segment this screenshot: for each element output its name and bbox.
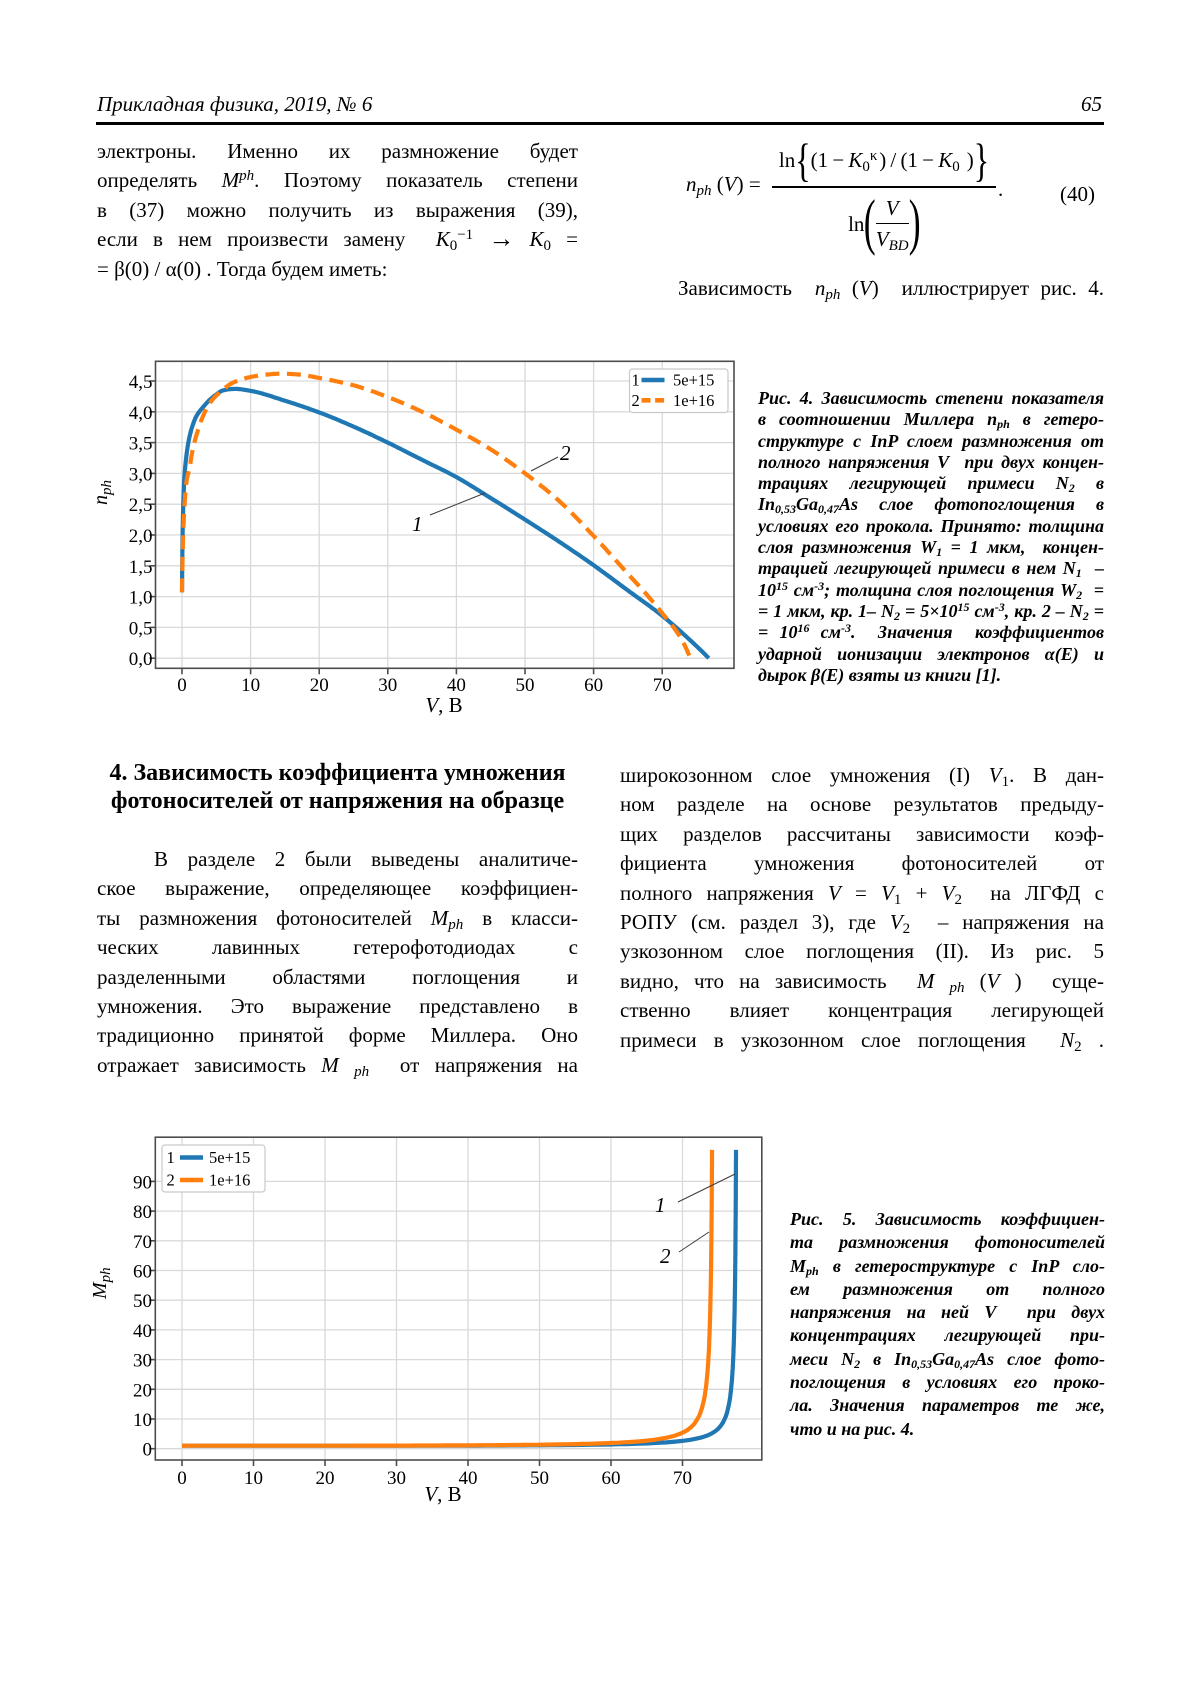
svg-text:1: 1 <box>655 1193 666 1217</box>
svg-text:1,0: 1,0 <box>129 588 153 609</box>
svg-text:Mph: Mph <box>90 1267 114 1300</box>
svg-text:40: 40 <box>459 1468 478 1489</box>
svg-text:2: 2 <box>660 1244 671 1268</box>
svg-text:30: 30 <box>387 1468 406 1489</box>
svg-text:2,0: 2,0 <box>129 526 153 547</box>
svg-text:70: 70 <box>673 1468 692 1489</box>
svg-text:50: 50 <box>530 1468 549 1489</box>
svg-text:60: 60 <box>602 1468 621 1489</box>
svg-text:1: 1 <box>632 371 640 390</box>
svg-text:0: 0 <box>143 1440 153 1461</box>
svg-text:1e+16: 1e+16 <box>673 391 714 410</box>
svg-text:70: 70 <box>653 675 672 696</box>
svg-text:0: 0 <box>177 675 187 696</box>
svg-text:3,5: 3,5 <box>129 434 153 455</box>
svg-text:20: 20 <box>316 1468 335 1489</box>
svg-text:20: 20 <box>133 1380 152 1401</box>
svg-text:2: 2 <box>560 441 571 465</box>
svg-text:V, В: V, В <box>425 693 462 717</box>
svg-text:0,5: 0,5 <box>129 618 153 639</box>
svg-text:1e+16: 1e+16 <box>209 1171 250 1190</box>
svg-text:40: 40 <box>133 1321 152 1342</box>
svg-text:V, В: V, В <box>424 1482 461 1506</box>
svg-text:10: 10 <box>133 1410 152 1431</box>
svg-text:10: 10 <box>244 1468 263 1489</box>
svg-text:80: 80 <box>133 1202 152 1223</box>
svg-text:90: 90 <box>133 1172 152 1193</box>
svg-text:0,0: 0,0 <box>129 649 153 670</box>
svg-text:1: 1 <box>412 512 423 536</box>
svg-text:30: 30 <box>133 1351 152 1372</box>
svg-text:5e+15: 5e+15 <box>673 371 714 390</box>
svg-text:60: 60 <box>133 1262 152 1283</box>
svg-text:4,5: 4,5 <box>129 372 153 393</box>
svg-text:5e+15: 5e+15 <box>209 1148 250 1167</box>
svg-text:50: 50 <box>516 675 535 696</box>
svg-text:3,0: 3,0 <box>129 464 153 485</box>
svg-text:50: 50 <box>133 1291 152 1312</box>
svg-text:10: 10 <box>241 675 260 696</box>
svg-text:2: 2 <box>632 391 640 410</box>
svg-text:40: 40 <box>447 675 466 696</box>
svg-text:nph: nph <box>90 480 115 505</box>
svg-text:2,5: 2,5 <box>129 495 153 516</box>
svg-text:70: 70 <box>133 1232 152 1253</box>
svg-text:4,0: 4,0 <box>129 403 153 424</box>
svg-text:30: 30 <box>378 675 397 696</box>
svg-text:0: 0 <box>177 1468 187 1489</box>
svg-text:2: 2 <box>167 1171 175 1190</box>
svg-text:20: 20 <box>310 675 329 696</box>
svg-text:1,5: 1,5 <box>129 557 153 578</box>
svg-text:60: 60 <box>584 675 603 696</box>
svg-text:1: 1 <box>167 1148 175 1167</box>
